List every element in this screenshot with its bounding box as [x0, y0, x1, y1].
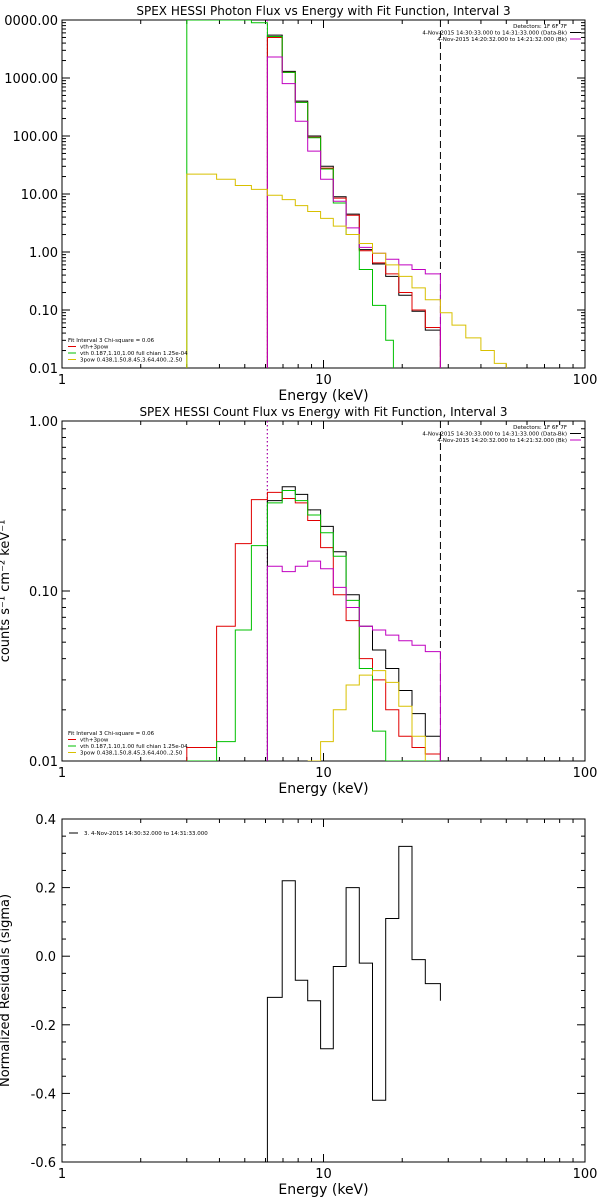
y-tick-label: 1.00	[29, 415, 58, 430]
legend-entry: 3pow 0.438,1.50,8.45,3.64,400.,2.50	[80, 358, 183, 364]
y-tick-label: 0.2	[35, 882, 56, 897]
legend-entry: vth 0.187,1.10,1.00 full chian 1.25e-04	[80, 744, 188, 750]
series-black-line	[266, 486, 441, 761]
x-axis-label: Energy (keV)	[278, 1182, 368, 1198]
top-right-annotation: 4-Nov-2015 14:20:32.000 to 14:21:32.000 …	[437, 438, 567, 444]
x-tick-label: 1	[58, 1167, 66, 1182]
series-black-line	[266, 34, 441, 368]
chart-panel-2: 1 10 100 1.00 0.10 0.01 SPEX HESSI Count Flux …	[0, 405, 597, 797]
chart-panel-3: 1 10 100 0.4 0.2 0.0 -0.2 -0.4 -0.6 Energy (keV) N…	[0, 813, 597, 1198]
y-tick-label: 0.01	[29, 362, 58, 377]
plot-frame	[61, 818, 586, 1163]
series-green-line	[186, 490, 441, 761]
plot-frame	[61, 420, 586, 762]
series-magenta-line	[266, 560, 441, 761]
x-axis-label: Energy (keV)	[278, 388, 368, 404]
x-tick-label: 10	[315, 373, 332, 388]
y-tick-label: -0.4	[31, 1087, 56, 1102]
y-tick-label: 0.01	[29, 755, 58, 770]
y-tick-label: 1000.00	[4, 72, 58, 87]
y-tick-label: 0.4	[35, 813, 56, 828]
x-tick-label: 1	[58, 766, 66, 781]
legend-entry: vth+3pow	[80, 738, 109, 744]
top-right-annotation: Detectors: 1F 6F 7F	[513, 24, 567, 30]
top-right-annotation: 4-Nov-2015 14:30:33.000 to 14:31:33.000 …	[422, 432, 567, 438]
top-right-annotation: 4-Nov-2015 14:30:33.000 to 14:31:33.000 …	[422, 31, 567, 37]
series-red-line	[266, 37, 441, 368]
series-green-line	[186, 20, 394, 368]
top-right-annotation: Detectors: 1F 6F 7F	[513, 425, 567, 431]
chart-title: SPEX HESSI Count Flux vs Energy with Fit…	[139, 405, 507, 419]
series-magenta-line	[266, 56, 441, 368]
chart-title: SPEX HESSI Photon Flux vs Energy with Fi…	[136, 4, 510, 18]
series-yellow-line	[307, 670, 426, 761]
series-yellow-line	[186, 173, 507, 368]
x-tick-label: 100	[573, 766, 598, 781]
y-tick-label: 1.00	[29, 246, 58, 261]
y-tick-label: 10.00	[21, 188, 58, 203]
x-tick-label: 100	[573, 1167, 598, 1182]
legend-entry: 3. 4-Nov-2015 14:30:32.000 to 14:31:33.0…	[84, 831, 208, 837]
y-axis-label: Normalized Residuals (sigma)	[0, 894, 13, 1087]
chart-panel-1: 1 10 100 0000.00 1000.00 100.00 10.00 1.00 0.10 0…	[4, 4, 597, 404]
y-tick-label: 0.10	[29, 304, 58, 319]
y-tick-label: 100.00	[13, 130, 59, 145]
legend-entry: Fit Interval 3 Chi-square = 0.06	[68, 338, 155, 344]
legend-entry: vth 0.187,1.10,1.00 full chian 1.25e-04	[80, 351, 188, 357]
y-tick-label: -0.6	[31, 1156, 56, 1171]
y-tick-label: 0.0	[35, 950, 56, 965]
y-axis-label: counts s⁻¹ cm⁻² keV⁻¹	[0, 520, 13, 663]
y-tick-label: 0000.00	[4, 14, 58, 29]
plot-frame	[61, 19, 586, 369]
legend-entry: Fit Interval 3 Chi-square = 0.06	[68, 731, 155, 737]
y-tick-label: 0.10	[29, 585, 58, 600]
x-axis-label: Energy (keV)	[278, 781, 368, 797]
legend-entry: vth+3pow	[80, 345, 109, 351]
x-tick-label: 10	[315, 1167, 332, 1182]
series-black-line	[266, 845, 441, 1162]
x-tick-label: 1	[58, 373, 66, 388]
x-tick-label: 100	[573, 373, 598, 388]
top-right-annotation: 4-Nov-2015 14:20:32.000 to 14:21:32.000 …	[437, 37, 567, 43]
x-tick-label: 10	[315, 766, 332, 781]
series-red-line	[186, 491, 441, 761]
legend-entry: 3pow 0.438,1.50,8.45,3.64,400.,2.50	[80, 751, 183, 757]
y-tick-label: -0.2	[31, 1019, 56, 1034]
